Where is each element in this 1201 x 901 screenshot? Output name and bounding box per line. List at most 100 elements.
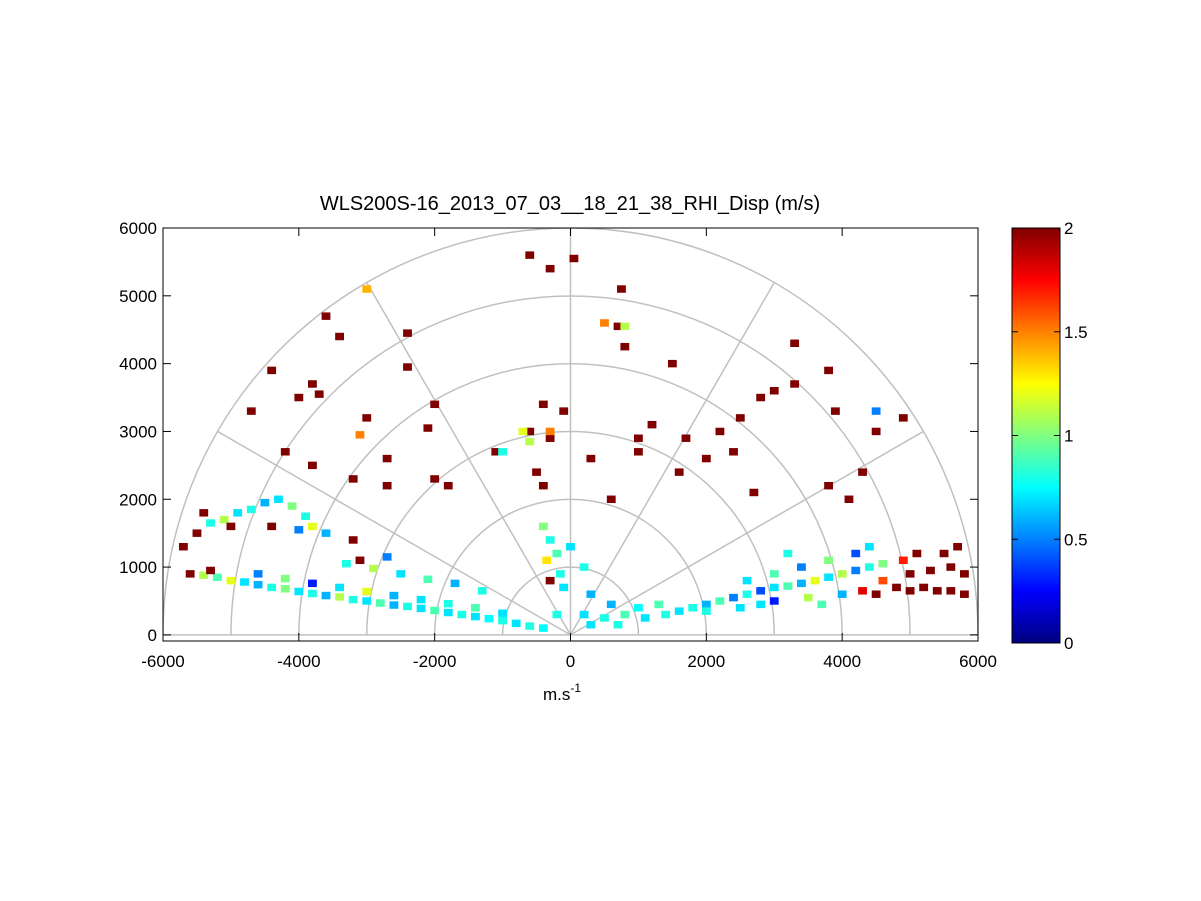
polar-grid [163, 228, 978, 636]
data-cell [457, 610, 467, 619]
data-cell [280, 585, 290, 593]
data-cell [253, 580, 263, 589]
data-cell [735, 414, 745, 422]
data-cell [260, 498, 270, 507]
data-cell [498, 448, 507, 456]
data-cell [552, 610, 562, 619]
data-cell [443, 608, 453, 617]
x-tick-label: 6000 [959, 652, 997, 671]
data-cell [267, 583, 277, 592]
data-cell [301, 512, 311, 520]
data-cell [355, 556, 365, 565]
data-cell [837, 570, 847, 578]
data-cell [545, 576, 555, 585]
data-cell [443, 599, 453, 608]
data-cell [389, 601, 399, 609]
data-cell [498, 616, 507, 625]
data-cell [219, 515, 229, 524]
data-cell [538, 400, 548, 409]
data-cell [878, 559, 888, 568]
data-cell [525, 427, 535, 436]
data-cell [579, 610, 589, 619]
data-cell [280, 574, 290, 583]
data-cell [769, 387, 779, 395]
data-cell [912, 549, 922, 558]
data-cell [647, 420, 657, 429]
data-cell [756, 587, 766, 595]
data-cell [640, 614, 650, 622]
data-cell [382, 454, 392, 463]
data-cell [701, 600, 711, 609]
x-tick-label: 2000 [687, 652, 725, 671]
cells [178, 251, 969, 632]
data-cell [613, 322, 623, 331]
data-cell [389, 591, 399, 600]
data-cell [783, 582, 793, 590]
angle-spoke [366, 282, 572, 636]
data-cell [206, 519, 215, 527]
data-cell [579, 563, 589, 571]
data-cell [790, 339, 800, 348]
data-cell [871, 427, 881, 436]
x-tick-label: -6000 [141, 652, 184, 671]
data-cell [335, 332, 344, 341]
data-cell [348, 595, 358, 604]
data-cell [634, 604, 643, 612]
data-cell [348, 475, 358, 483]
data-cell [701, 454, 711, 463]
data-cell [403, 363, 412, 371]
x-tick-label: -4000 [277, 652, 320, 671]
data-cell [613, 620, 623, 629]
data-cell [525, 251, 535, 259]
data-cell [817, 600, 827, 609]
data-cell [555, 570, 565, 578]
data-cell [715, 597, 725, 605]
data-cell [946, 563, 956, 571]
data-cell [382, 553, 392, 561]
y-tick-label: 5000 [119, 287, 157, 306]
data-cell [545, 434, 555, 442]
data-cell [674, 468, 684, 476]
data-cell [403, 329, 412, 337]
data-cell [960, 570, 969, 578]
data-cell [837, 590, 847, 598]
data-cell [450, 579, 460, 588]
data-cell [314, 390, 324, 398]
data-cell [830, 407, 840, 415]
data-cell [932, 587, 942, 595]
data-cell [864, 563, 874, 571]
data-cell [681, 434, 691, 442]
data-cell [525, 437, 535, 446]
data-cell [898, 414, 908, 422]
data-cell [511, 619, 521, 628]
data-cell [742, 576, 752, 585]
data-cell [797, 563, 806, 571]
y-tick-label: 2000 [119, 490, 157, 509]
colorbar-tick-label: 0.5 [1064, 530, 1088, 549]
data-cell [484, 614, 494, 623]
data-cell [946, 587, 956, 595]
angle-spoke [570, 430, 924, 636]
data-cell [369, 564, 378, 573]
data-cell [341, 559, 351, 568]
data-cell [375, 599, 385, 607]
data-cell [192, 529, 202, 537]
data-cell [600, 614, 609, 622]
data-cell [542, 556, 552, 565]
data-cell [206, 566, 215, 575]
data-cell [396, 570, 406, 578]
data-cell [844, 495, 854, 503]
data-cell [416, 604, 426, 613]
y-tick-label: 6000 [119, 219, 157, 238]
data-cell [226, 576, 236, 585]
data-cell [756, 393, 766, 402]
data-cell [538, 481, 548, 490]
x-tick-label: 4000 [823, 652, 861, 671]
data-cell [749, 488, 759, 497]
data-cell [355, 431, 365, 439]
data-cell [729, 593, 738, 602]
data-cell [898, 556, 908, 565]
data-cell [735, 604, 745, 612]
data-cell [287, 502, 297, 510]
data-cell [905, 570, 915, 578]
